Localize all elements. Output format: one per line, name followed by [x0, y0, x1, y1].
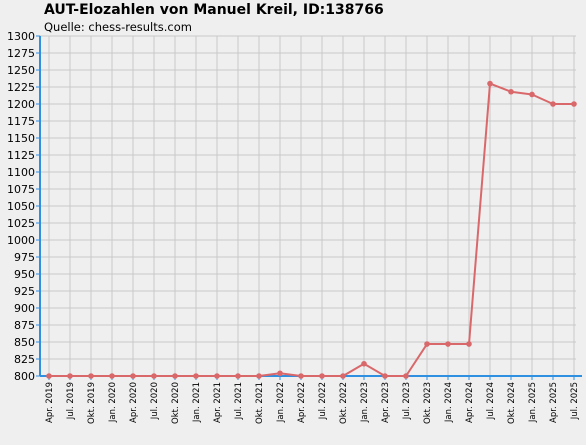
y-tick-label: 825 — [14, 353, 35, 366]
data-point — [235, 373, 241, 379]
data-point — [151, 373, 157, 379]
series-line — [49, 82, 574, 377]
y-tick-label: 1200 — [7, 98, 35, 111]
data-point — [193, 373, 199, 379]
y-tick-label: 925 — [14, 285, 35, 298]
x-tick-label: Jan. 2021 — [192, 382, 202, 423]
data-point — [256, 373, 262, 379]
x-tick-label: Apr. 2021 — [213, 382, 223, 423]
x-tick-label: Okt. 2022 — [339, 382, 349, 424]
x-tick-label: Okt. 2024 — [507, 382, 517, 424]
y-tick-label: 900 — [14, 302, 35, 315]
x-tick-label: Jul. 2019 — [66, 382, 76, 420]
x-tick-label: Okt. 2020 — [171, 382, 181, 424]
data-point — [130, 373, 136, 379]
data-point — [445, 341, 451, 347]
x-tick-label: Apr. 2020 — [129, 382, 139, 423]
x-tick-label: Jan. 2022 — [276, 382, 286, 423]
x-tick-label: Jul. 2021 — [234, 382, 244, 420]
chart-subtitle: Quelle: chess-results.com — [44, 20, 192, 34]
x-tick-label: Okt. 2019 — [87, 382, 97, 424]
y-tick-label: 1075 — [7, 183, 35, 196]
y-tick-label: 1300 — [7, 30, 35, 43]
data-point — [487, 80, 493, 87]
x-tick-label: Apr. 2023 — [381, 382, 391, 423]
data-point — [67, 373, 73, 379]
y-tick-label: 950 — [14, 268, 35, 281]
x-tick-label: Apr. 2022 — [297, 382, 307, 423]
data-point — [466, 341, 472, 347]
data-point — [88, 373, 94, 379]
x-tick-label: Okt. 2021 — [255, 382, 265, 424]
y-tick-label: 1150 — [7, 132, 35, 145]
data-point — [571, 101, 577, 107]
chart-title: AUT-Elozahlen von Manuel Kreil, ID:13876… — [44, 2, 384, 18]
x-tick-label: Jul. 2024 — [486, 382, 496, 420]
data-point — [109, 373, 115, 379]
x-tick-label: Apr. 2024 — [465, 382, 475, 423]
y-tick-label: 850 — [14, 336, 35, 349]
data-point — [46, 373, 52, 379]
y-tick-label: 1050 — [7, 200, 35, 213]
data-point — [214, 373, 220, 379]
x-tick-label: Apr. 2019 — [45, 382, 55, 423]
y-tick-label: 975 — [14, 251, 35, 264]
x-tick-label: Jul. 2020 — [150, 382, 160, 420]
data-point — [403, 373, 409, 379]
y-tick-label: 1225 — [7, 81, 35, 94]
data-point — [508, 88, 514, 95]
x-tick-label: Okt. 2023 — [423, 382, 433, 424]
data-point — [361, 360, 367, 367]
data-point — [550, 101, 556, 107]
y-tick-label: 875 — [14, 319, 35, 332]
data-point — [340, 373, 346, 379]
data-point — [529, 91, 535, 98]
x-tick-label: Jan. 2020 — [108, 382, 118, 423]
data-point — [172, 373, 178, 379]
x-tick-label: Jul. 2023 — [402, 382, 412, 420]
x-tick-label: Jan. 2025 — [528, 382, 538, 423]
x-tick-label: Apr. 2025 — [549, 382, 559, 423]
x-tick-label: Jan. 2024 — [444, 382, 454, 423]
x-tick-label: Jan. 2023 — [360, 382, 370, 423]
data-point — [277, 370, 283, 377]
y-tick-label: 1125 — [7, 149, 35, 162]
x-tick-label: Jul. 2025 — [570, 382, 580, 420]
y-tick-label: 800 — [14, 370, 35, 383]
y-tick-label: 1175 — [7, 115, 35, 128]
y-tick-label: 1025 — [7, 217, 35, 230]
x-tick-label: Jul. 2022 — [318, 382, 328, 420]
data-point — [319, 373, 325, 379]
data-point — [298, 373, 304, 379]
data-point — [382, 373, 388, 379]
data-point — [424, 341, 430, 347]
y-tick-label: 1250 — [7, 64, 35, 77]
y-tick-label: 1100 — [7, 166, 35, 179]
y-tick-label: 1000 — [7, 234, 35, 247]
y-tick-label: 1275 — [7, 47, 35, 60]
